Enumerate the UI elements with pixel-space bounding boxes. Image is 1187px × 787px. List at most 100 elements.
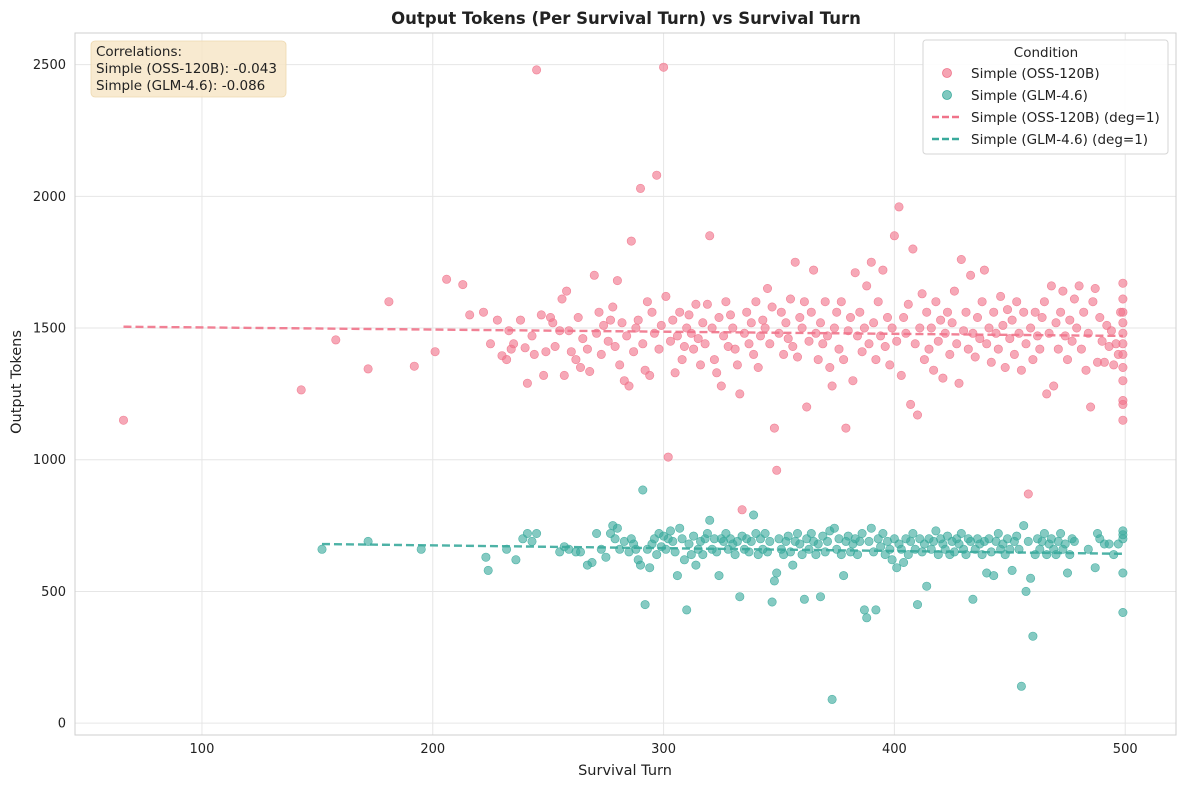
scatter-point [571, 355, 581, 365]
scatter-point [721, 297, 731, 307]
scatter-point [363, 536, 373, 546]
scatter-point [1063, 568, 1073, 578]
scatter-point [933, 550, 943, 560]
scatter-point [1042, 550, 1052, 560]
scatter-point [903, 550, 913, 560]
scatter-point [695, 360, 705, 370]
scatter-point [1109, 550, 1119, 560]
scatter-point [1090, 283, 1100, 293]
scatter-point [1035, 544, 1045, 554]
scatter-point [829, 323, 839, 333]
scatter-point [652, 550, 662, 560]
scatter-point [610, 534, 620, 544]
scatter-point [1067, 336, 1077, 346]
scatter-point [575, 547, 585, 557]
scatter-point [599, 320, 609, 330]
scatter-point [585, 366, 595, 376]
scatter-point [1060, 539, 1070, 549]
scatter-point [689, 531, 699, 541]
scatter-point [873, 297, 883, 307]
scatter-point [977, 297, 987, 307]
scatter-point [947, 318, 957, 328]
scatter-point [1118, 607, 1128, 617]
scatter-point [442, 274, 452, 284]
scatter-point [566, 347, 576, 357]
legend-marker-oss [942, 68, 952, 78]
scatter-point [1095, 312, 1105, 322]
x-axis-label: Survival Turn [578, 763, 672, 779]
scatter-point [952, 339, 962, 349]
scatter-point [659, 62, 669, 72]
scatter-point [804, 544, 814, 554]
scatter-point [792, 528, 802, 538]
scatter-point [578, 334, 588, 344]
scatter-point [548, 318, 558, 328]
scatter-point [668, 315, 678, 325]
scatter-point [896, 544, 906, 554]
scatter-point [1039, 528, 1049, 538]
scatter-point [926, 544, 936, 554]
scatter-point [1118, 307, 1128, 317]
scatter-point [1118, 534, 1128, 544]
scatter-point [929, 365, 939, 375]
scatter-point [749, 349, 759, 359]
scatter-point [1069, 536, 1079, 546]
scatter-point [792, 352, 802, 362]
axis-ticks: 100 200 300 400 500 0 500 1000 1500 2000 2500 [33, 58, 1138, 757]
scatter-point [852, 331, 862, 341]
scatter-point [684, 310, 694, 320]
annotation-line: Correlations: [96, 44, 182, 60]
scatter-point [1118, 349, 1128, 359]
scatter-point [746, 536, 756, 546]
scatter-point [1056, 307, 1066, 317]
scatter-point [1051, 318, 1061, 328]
scatter-point [799, 297, 809, 307]
scatter-point [1019, 307, 1029, 317]
scatter-point [1023, 536, 1033, 546]
scatter-point [638, 485, 648, 495]
scatter-point [1076, 344, 1086, 354]
scatter-point [612, 276, 622, 286]
scatter-point [862, 613, 872, 623]
scatter-point [331, 335, 341, 345]
scatter-point [575, 362, 585, 372]
scatter-point [996, 291, 1006, 301]
scatter-point [827, 694, 837, 704]
scatter-point [661, 544, 671, 554]
annotation-line: Simple (OSS-120B): -0.043 [96, 61, 277, 77]
scatter-point [677, 355, 687, 365]
scatter-point [1042, 389, 1052, 399]
scatter-point [954, 378, 964, 388]
scatter-point [760, 323, 770, 333]
scatter-point [797, 550, 807, 560]
scatter-point [822, 331, 832, 341]
scatter-point [735, 592, 745, 602]
scatter-point [806, 307, 816, 317]
scatter-point [852, 550, 862, 560]
scatter-point [430, 347, 440, 357]
scatter-point [892, 336, 902, 346]
scatter-point [511, 555, 521, 565]
scatter-point [885, 544, 895, 554]
scatter-point [481, 552, 491, 562]
scatter-point [746, 318, 756, 328]
scatter-point [813, 539, 823, 549]
scatter-point [1118, 415, 1128, 425]
scatter-point [1046, 281, 1056, 291]
scatter-point [1033, 331, 1043, 341]
scatter-point [1118, 362, 1128, 372]
scatter-point [509, 339, 519, 349]
scatter-point [797, 323, 807, 333]
scatter-point [903, 299, 913, 309]
scatter-point [820, 297, 830, 307]
chart-title: Output Tokens (Per Survival Turn) vs Sur… [391, 9, 861, 28]
scatter-point [986, 547, 996, 557]
scatter-point [504, 326, 514, 336]
scatter-point [956, 528, 966, 538]
scatter-point [670, 547, 680, 557]
scatter-point [541, 347, 551, 357]
scatter-point [938, 373, 948, 383]
scatter-point [809, 265, 819, 275]
scatter-point [968, 594, 978, 604]
scatter-point [878, 265, 888, 275]
